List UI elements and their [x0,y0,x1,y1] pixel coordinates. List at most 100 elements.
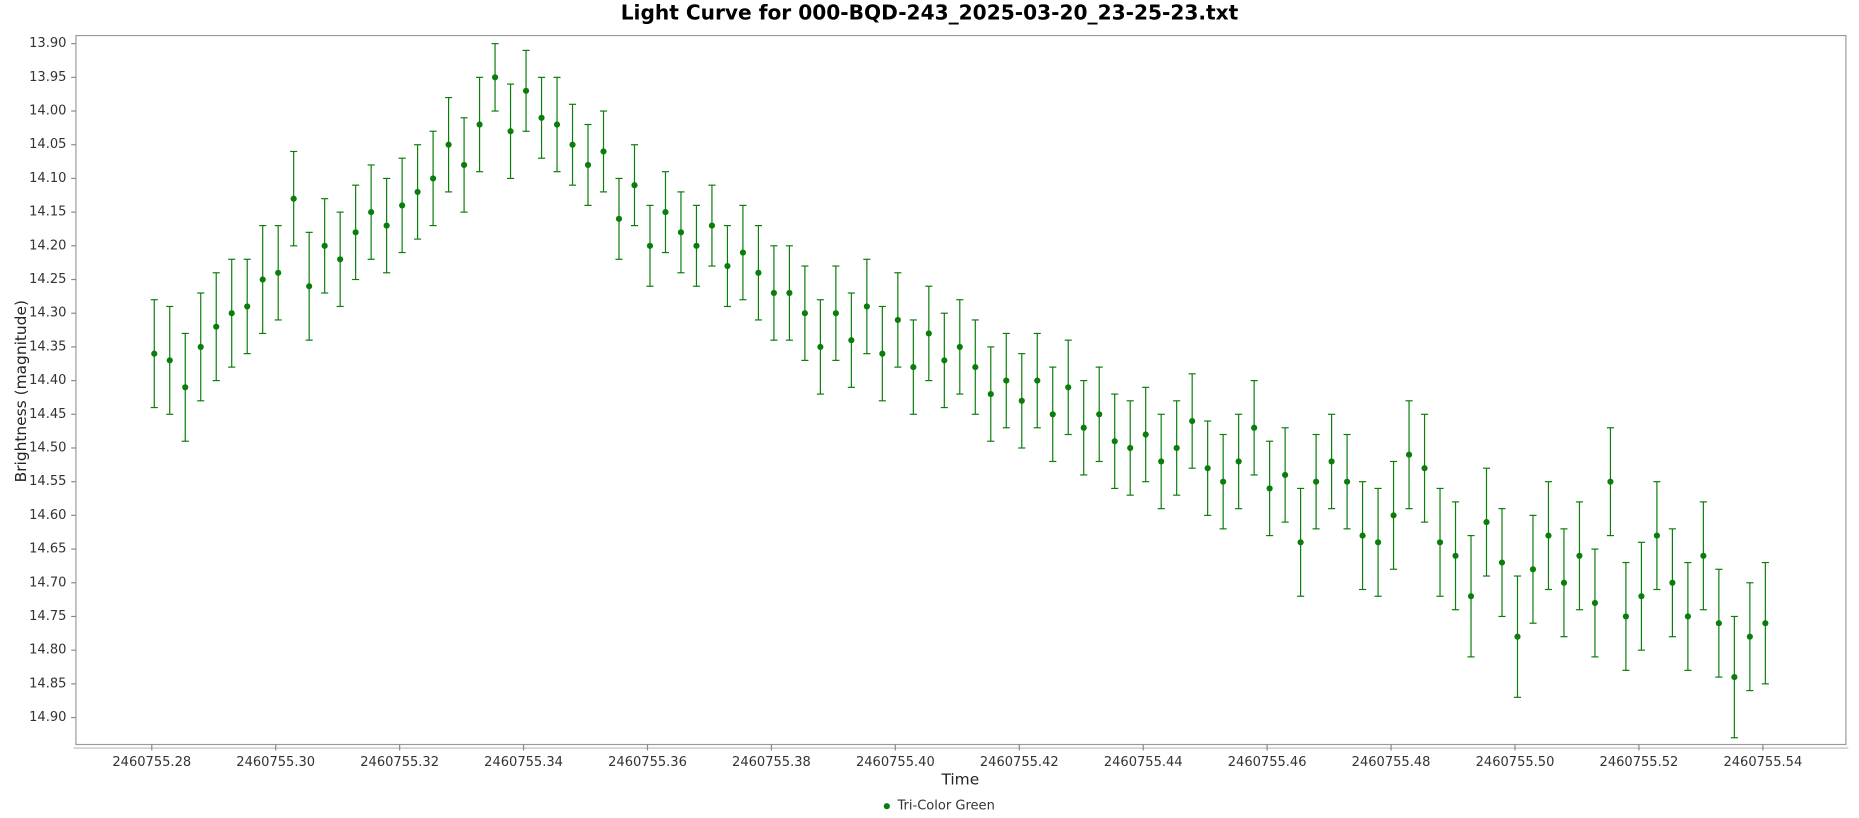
point [879,350,886,357]
point [1034,377,1041,384]
point [1421,465,1428,472]
point [1715,620,1722,627]
y-tick-label: 14.65 [29,542,66,557]
point [708,222,716,229]
point [832,310,839,317]
point [1436,539,1444,546]
point [1282,471,1289,479]
point [1390,512,1397,519]
point [1607,478,1614,485]
point [1189,417,1196,425]
x-tick-label: 2460755.32 [360,755,439,770]
point [1343,478,1351,485]
point [1127,444,1134,452]
point [182,384,189,391]
point [476,121,483,128]
point [801,310,808,317]
point [414,188,421,195]
point [1080,424,1087,431]
point [306,283,313,290]
point [275,269,282,276]
y-tick-label: 14.20 [29,238,66,253]
x-tick-label: 2460755.28 [112,755,191,770]
point [1405,451,1413,458]
point [1018,397,1025,404]
point [430,175,437,182]
point [151,350,158,357]
point [399,202,406,209]
y-tick-label: 14.45 [29,407,66,422]
point [786,289,793,297]
point [1297,539,1304,546]
point [1003,377,1010,384]
point [1328,458,1335,465]
plot-frame [75,34,1847,746]
point [1359,532,1366,539]
point [770,289,777,297]
point [600,148,607,155]
y-tick-label: 14.05 [29,137,66,152]
y-tick-label: 14.25 [29,272,66,287]
point [259,276,266,283]
point [1266,485,1273,492]
legend-label: Tri-Color Green [896,799,994,814]
point [1096,411,1103,418]
point [197,343,204,350]
point [1669,579,1676,586]
point [1235,458,1242,465]
point [1653,532,1660,539]
point [615,215,623,222]
point [1158,458,1165,465]
point [1684,613,1691,620]
x-tick-label: 2460755.36 [608,755,687,770]
point [1313,478,1320,485]
x-tick-label: 2460755.54 [1723,755,1802,770]
point [925,330,932,337]
x-tick-label: 2460755.38 [732,755,811,770]
x-tick-label: 2460755.44 [1104,755,1183,770]
x-tick-label: 2460755.30 [236,755,315,770]
y-tick-label: 14.40 [29,373,66,388]
point [1467,593,1475,600]
point [569,141,576,148]
y-tick-label: 14.75 [29,609,66,624]
y-axis-title: Brightness (magnitude) [12,300,30,482]
point [724,262,731,270]
point [244,303,251,310]
point [228,310,235,317]
point [584,161,592,169]
y-tick-label: 14.70 [29,575,66,590]
point [1529,566,1537,573]
point [445,141,452,148]
point [166,357,173,364]
point [1111,438,1118,445]
point [213,323,220,330]
point [817,343,824,350]
point [631,182,638,189]
point [1700,552,1707,559]
y-tick-label: 14.35 [29,339,66,354]
point [460,161,468,169]
point [522,87,530,94]
y-tick-label: 14.15 [29,205,66,220]
point [368,209,375,216]
y-tick-label: 14.50 [29,440,66,455]
point [677,229,685,236]
point [1545,532,1552,539]
x-tick-label: 2460755.40 [856,755,935,770]
point [1049,411,1056,418]
point [1498,559,1506,566]
point [1142,431,1149,438]
point [383,222,390,229]
point [1173,444,1180,452]
y-tick-label: 13.95 [29,70,66,85]
point [863,303,870,310]
point [1483,519,1490,526]
point [956,343,963,350]
x-tick-label: 2460755.34 [484,755,563,770]
y-tick-label: 14.60 [29,508,66,523]
point [352,229,359,236]
y-tick-label: 14.10 [29,171,66,186]
point [491,74,499,81]
